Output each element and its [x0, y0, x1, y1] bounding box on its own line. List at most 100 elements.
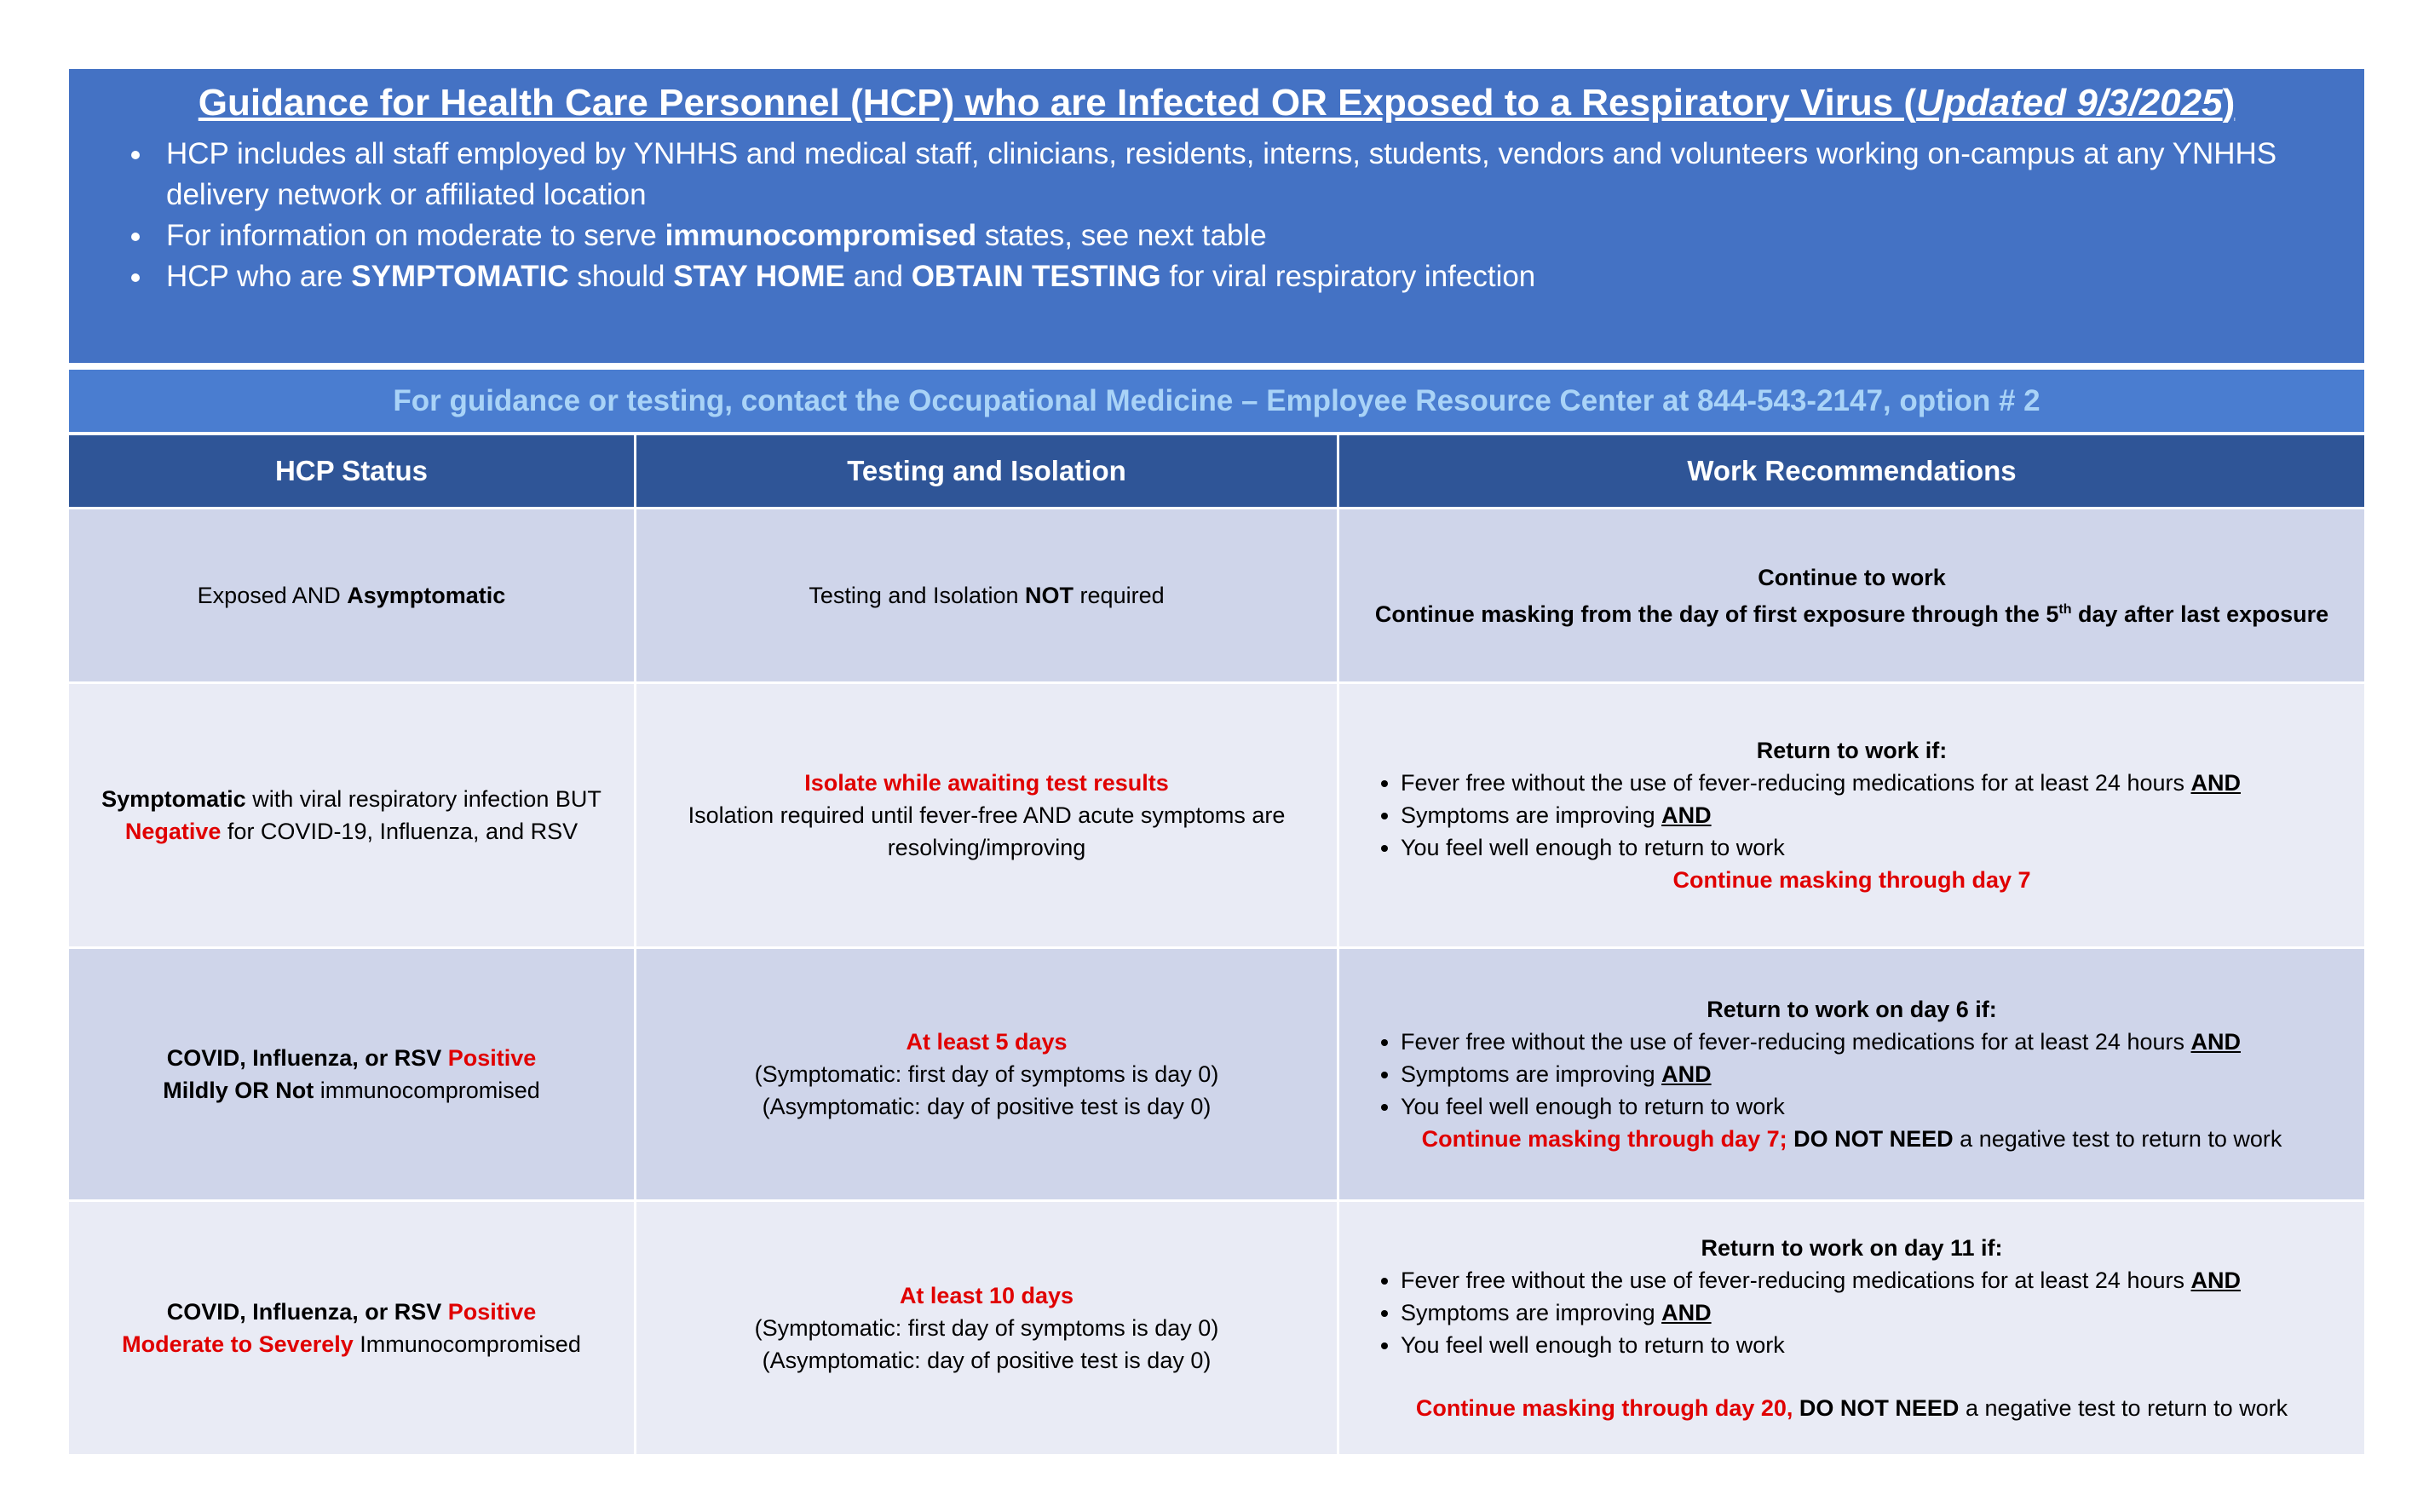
text-run: a negative test to return to work [1959, 1395, 2288, 1421]
text-run: Mildly OR Not [163, 1078, 314, 1103]
text-run: Fever free without the use of fever-redu… [1401, 1029, 2191, 1055]
text-run: AND [2190, 1029, 2241, 1055]
text-run: Positive [447, 1045, 537, 1071]
title: Guidance for Health Care Personnel (HCP)… [103, 78, 2330, 129]
text-run: Updated 9/3/2025 [1916, 82, 2223, 124]
text-run: Isolation required until fever-free AND … [688, 802, 1286, 860]
text-run: immunocompromised [665, 219, 977, 252]
text-run: Return to work if: [1756, 738, 1948, 763]
text-run: (Asymptomatic: day of positive test is d… [762, 1348, 1212, 1373]
text-run: th [2058, 601, 2072, 617]
cell: Symptomatic with viral respiratory infec… [69, 684, 634, 946]
text-run: AND [1661, 1300, 1712, 1325]
text-run: Symptoms are improving [1401, 802, 1662, 828]
text-run: day after last exposure [2071, 601, 2329, 627]
cell: Exposed AND Asymptomatic [69, 509, 634, 681]
cell: Isolate while awaiting test results Isola… [636, 684, 1337, 946]
text-run: Symptomatic [101, 786, 246, 812]
cell: At least 5 days (Symptomatic: first day o… [636, 949, 1337, 1199]
text-run: AND [2190, 770, 2241, 796]
text-run: Fever free without the use of fever-redu… [1401, 770, 2191, 796]
text-run: Isolate while awaiting test results [804, 770, 1169, 796]
cell: Return to work on day 6 if: Fever free w… [1339, 949, 2364, 1199]
text-run: HCP who are [166, 260, 352, 293]
column-header: Work Recommendations [1339, 435, 2364, 507]
text-run: (Asymptomatic: day of positive test is d… [762, 1094, 1212, 1119]
list-item: Fever free without the use of fever-redu… [1401, 767, 2346, 799]
text-run: Moderate to Severely Immunocompromised [122, 1328, 581, 1360]
list-item: Symptoms are improving AND [1401, 799, 2346, 831]
text-run: Continue masking through day 20, DO NOT … [1416, 1392, 2288, 1424]
text-run: Symptoms are improving [1401, 1061, 1662, 1087]
text-run: Positive [447, 1299, 537, 1325]
text-run: Guidance for Health Care Personnel (HCP)… [198, 82, 1917, 124]
list-item: You feel well enough to return to work [1401, 1329, 2346, 1361]
text-run: At least 10 days [899, 1283, 1074, 1308]
cell: Return to work on day 11 if: Fever free … [1339, 1202, 2364, 1454]
list-item: You feel well enough to return to work [1401, 831, 2346, 864]
cell: Return to work if: Fever free without th… [1339, 684, 2364, 946]
text-run: Asymptomatic [347, 583, 506, 608]
text-run: DO NOT NEED [1793, 1126, 1954, 1152]
text-run: Continue masking from the day of first e… [1375, 594, 2328, 630]
text-run: Return to work on day 6 if: [1707, 997, 1997, 1022]
text-run: Continue masking through day 7 [1672, 867, 2031, 893]
text-run: STAY HOME [673, 260, 845, 293]
column-header: Testing and Isolation [636, 435, 1337, 507]
text-run: Mildly OR Not immunocompromised [163, 1074, 540, 1107]
text-run: Continue masking through day 7; [1421, 1126, 1794, 1152]
text-run: immunocompromised [314, 1078, 540, 1103]
text-run: Immunocompromised [353, 1331, 581, 1357]
text-run: Exposed AND [197, 583, 348, 608]
text-run: COVID, Influenza, or RSV Positive [167, 1296, 537, 1328]
contact-bar: For guidance or testing, contact the Occ… [69, 370, 2364, 432]
header-panel: Guidance for Health Care Personnel (HCP)… [69, 69, 2364, 363]
list: Fever free without the use of fever-redu… [1358, 767, 2346, 864]
list: Fever free without the use of fever-redu… [1358, 1264, 2346, 1361]
text-run: should [568, 260, 674, 293]
text-run: For information on moderate to serve [166, 219, 665, 252]
cell: COVID, Influenza, or RSV Positive Mildly … [69, 949, 634, 1199]
text-run: Symptomatic with viral respiratory infec… [88, 783, 615, 848]
text-run: (Symptomatic: first day of symptoms is d… [754, 1061, 1219, 1087]
text-run: ) [2222, 82, 2236, 124]
text-run: AND [1661, 1061, 1712, 1087]
text-run: Moderate to Severely [122, 1331, 354, 1357]
text-run: Continue masking from the day of first e… [1374, 601, 2059, 627]
list-item: HCP who are SYMPTOMATIC should STAY HOME… [154, 256, 2330, 297]
text-run: At least 5 days [906, 1029, 1068, 1055]
text-run: with viral respiratory infection BUT [245, 786, 601, 812]
text-run: AND [1661, 802, 1712, 828]
text-run: required [1073, 583, 1165, 608]
text-run: SYMPTOMATIC [351, 260, 569, 293]
text-run: Negative [124, 819, 222, 844]
column-header: HCP Status [69, 435, 634, 507]
text-run: HCP includes all staff employed by YNHHS… [166, 137, 2277, 211]
text-run: a negative test to return to work [1953, 1126, 2282, 1152]
cell: Testing and Isolation NOT required [636, 509, 1337, 681]
list-item: Symptoms are improving AND [1401, 1296, 2346, 1329]
guidance-table: HCP Status Testing and Isolation Work Re… [69, 435, 2364, 1454]
text-run: Testing and Isolation NOT required [809, 579, 1164, 612]
text-run: and [844, 260, 912, 293]
text-run: Symptoms are improving [1401, 1300, 1662, 1325]
list-item: Fever free without the use of fever-redu… [1401, 1026, 2346, 1058]
list-item: Symptoms are improving AND [1401, 1058, 2346, 1090]
text-run: COVID, Influenza, or RSV [166, 1299, 448, 1325]
text-run: You feel well enough to return to work [1401, 1094, 1785, 1119]
text-run: Exposed AND Asymptomatic [198, 579, 506, 612]
text-run: Continue masking through day 20, [1415, 1395, 1799, 1421]
text-run: Return to work on day 11 if: [1701, 1235, 2003, 1261]
text-run: You feel well enough to return to work [1401, 1332, 1785, 1358]
text-run: COVID, Influenza, or RSV Positive [167, 1042, 537, 1074]
list: Fever free without the use of fever-redu… [1358, 1026, 2346, 1123]
text-run: DO NOT NEED [1799, 1395, 1960, 1421]
text-run: (Symptomatic: first day of symptoms is d… [754, 1315, 1219, 1341]
text-run: for COVID-19, Influenza, and RSV [221, 819, 578, 844]
text-run: Continue masking through day 7; DO NOT N… [1422, 1123, 2282, 1155]
cell: At least 10 days (Symptomatic: first day … [636, 1202, 1337, 1454]
list-item: You feel well enough to return to work [1401, 1090, 2346, 1123]
text-run: Testing and Isolation [809, 583, 1026, 608]
